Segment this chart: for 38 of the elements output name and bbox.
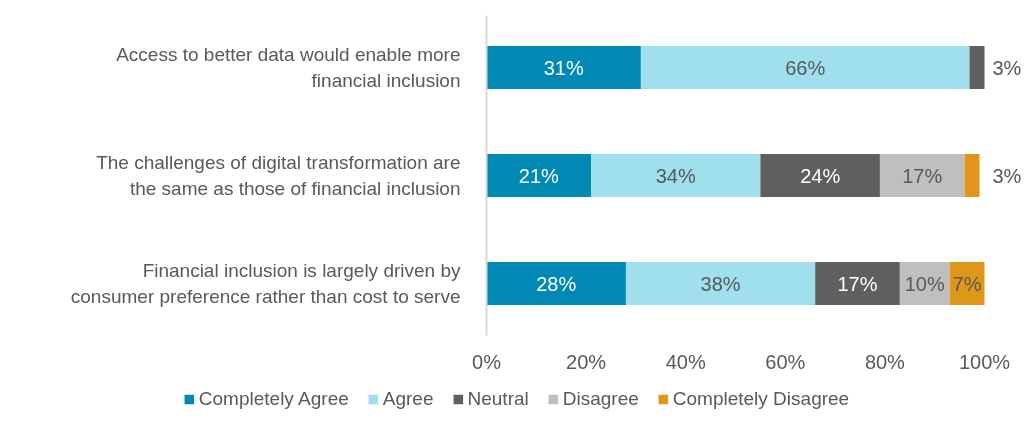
data-label: 21% bbox=[518, 164, 560, 187]
legend-label: Disagree bbox=[562, 388, 639, 410]
x-tick-label: 20% bbox=[566, 351, 607, 374]
x-tick-label: 60% bbox=[765, 351, 806, 374]
data-label: 24% bbox=[800, 164, 841, 187]
legend-label: Agree bbox=[382, 388, 434, 410]
y-tick-label: Access to better data would enable more financial inclusion bbox=[116, 44, 461, 91]
data-label: 3% bbox=[992, 56, 1022, 79]
data-label: 10% bbox=[904, 272, 945, 295]
bar bbox=[760, 153, 880, 198]
bar bbox=[879, 153, 965, 198]
bar bbox=[486, 261, 626, 306]
data-label: 28% bbox=[536, 272, 577, 295]
y-tick-label: The challenges of digital transformation are the same as those of financial inclusion bbox=[96, 152, 461, 199]
y-tick-label: Financial inclusion is largely driven by consumer preference rather than cost to serve bbox=[70, 260, 461, 307]
data-label: 34% bbox=[655, 164, 696, 187]
bar bbox=[486, 153, 592, 198]
bar bbox=[591, 153, 761, 198]
x-tick-label: 80% bbox=[864, 351, 906, 374]
legend-label: Completely Disagree bbox=[672, 388, 850, 410]
data-label: 17% bbox=[902, 164, 943, 187]
legend-label: Completely Agree bbox=[198, 388, 349, 410]
x-tick-label: 0% bbox=[472, 351, 502, 374]
data-label: 17% bbox=[837, 272, 878, 295]
bar bbox=[964, 153, 980, 198]
bar bbox=[815, 261, 900, 306]
x-tick-label: 40% bbox=[665, 351, 706, 374]
data-label: 31% bbox=[543, 56, 584, 79]
bar bbox=[640, 45, 970, 90]
legend-label: Neutral bbox=[467, 388, 529, 410]
data-label: 3% bbox=[992, 164, 1022, 187]
x-tick-label: 100% bbox=[958, 351, 1011, 374]
bar bbox=[625, 261, 816, 306]
data-label: 66% bbox=[785, 56, 826, 79]
data-label: 7% bbox=[952, 272, 982, 295]
bar bbox=[486, 45, 641, 90]
data-label: 38% bbox=[700, 272, 741, 295]
bar bbox=[969, 45, 985, 90]
